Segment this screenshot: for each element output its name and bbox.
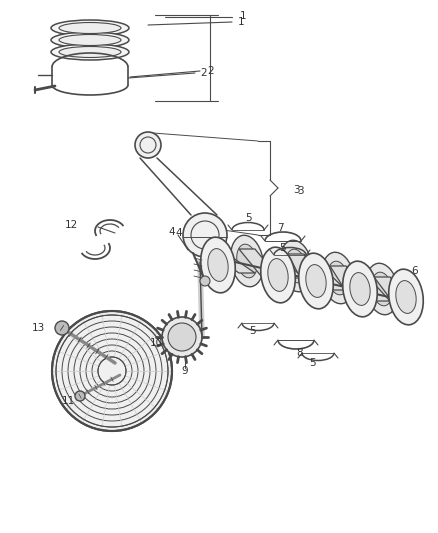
Ellipse shape <box>51 44 129 60</box>
Text: 6: 6 <box>412 266 418 276</box>
Ellipse shape <box>51 20 129 36</box>
Ellipse shape <box>237 244 257 278</box>
Circle shape <box>183 213 227 257</box>
Text: 12: 12 <box>65 220 78 230</box>
Text: 2: 2 <box>207 66 214 76</box>
Text: 5: 5 <box>250 326 256 336</box>
Circle shape <box>75 391 85 401</box>
Polygon shape <box>374 277 414 309</box>
Ellipse shape <box>279 240 312 292</box>
Circle shape <box>200 276 210 286</box>
Ellipse shape <box>299 253 333 309</box>
Text: 9: 9 <box>182 366 188 376</box>
Ellipse shape <box>306 264 326 297</box>
Text: 5: 5 <box>280 243 286 253</box>
Ellipse shape <box>261 247 295 303</box>
Ellipse shape <box>389 269 423 325</box>
Ellipse shape <box>366 263 399 315</box>
Ellipse shape <box>350 272 370 305</box>
Ellipse shape <box>51 32 129 48</box>
Text: 7: 7 <box>277 223 283 233</box>
Ellipse shape <box>343 261 377 317</box>
Ellipse shape <box>59 46 121 58</box>
Ellipse shape <box>208 248 228 281</box>
Ellipse shape <box>321 252 354 304</box>
Text: 13: 13 <box>32 323 45 333</box>
Ellipse shape <box>59 22 121 34</box>
Text: 3: 3 <box>297 186 304 196</box>
Ellipse shape <box>201 237 235 293</box>
Ellipse shape <box>268 259 288 292</box>
Ellipse shape <box>396 280 416 313</box>
Text: 8: 8 <box>297 348 303 358</box>
Ellipse shape <box>231 235 263 287</box>
Circle shape <box>135 132 161 158</box>
Circle shape <box>55 321 69 335</box>
Ellipse shape <box>328 261 348 295</box>
Polygon shape <box>330 266 368 301</box>
Ellipse shape <box>372 272 392 306</box>
Circle shape <box>168 323 196 351</box>
Text: 3: 3 <box>293 185 300 195</box>
Circle shape <box>52 311 172 431</box>
Circle shape <box>162 317 202 357</box>
Text: 4: 4 <box>175 228 182 238</box>
Text: 11: 11 <box>61 396 74 406</box>
Polygon shape <box>308 269 346 290</box>
Ellipse shape <box>59 35 121 45</box>
Text: 5: 5 <box>309 358 315 368</box>
Text: 1: 1 <box>238 17 245 27</box>
Text: 4: 4 <box>168 227 175 237</box>
Polygon shape <box>352 277 390 301</box>
Polygon shape <box>288 254 324 293</box>
Polygon shape <box>270 263 304 278</box>
Text: 2: 2 <box>200 68 207 78</box>
Text: 5: 5 <box>245 213 251 223</box>
Polygon shape <box>210 253 255 273</box>
Text: 1: 1 <box>240 11 247 21</box>
Ellipse shape <box>286 249 306 283</box>
Text: 10: 10 <box>150 338 163 348</box>
Polygon shape <box>239 249 286 287</box>
